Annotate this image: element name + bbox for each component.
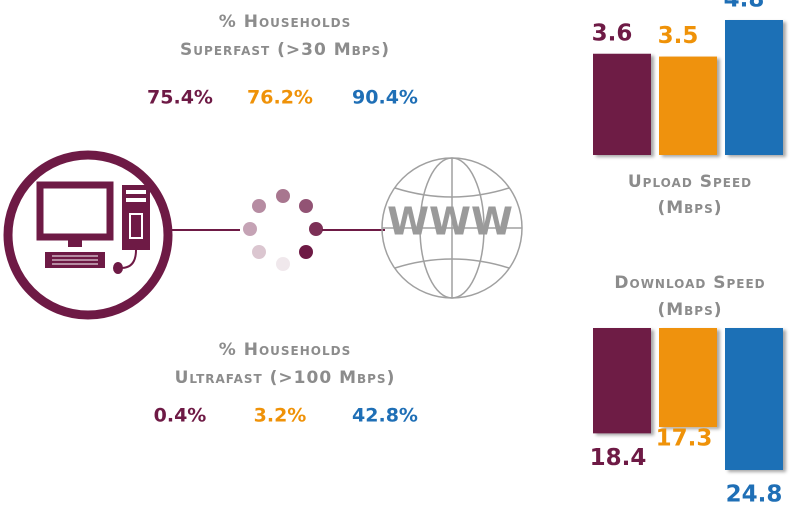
percent-value: 90.4%	[352, 87, 418, 109]
bar-label: 3.6	[592, 20, 633, 46]
bar	[725, 20, 783, 155]
bar	[659, 56, 717, 155]
spinner	[243, 189, 323, 271]
ultrafast-title: % Households	[219, 340, 351, 360]
chart-title: Download Speed	[614, 273, 765, 293]
bar	[593, 328, 651, 434]
bar	[593, 53, 651, 155]
bar-label: 18.4	[590, 445, 647, 471]
superfast-title: Superfast (>30 Mbps)	[180, 40, 390, 60]
percent-value: 76.2%	[247, 87, 313, 109]
globe-icon	[381, 157, 523, 299]
bar-label: 4.8	[724, 0, 765, 13]
superfast-title: % Households	[219, 12, 351, 32]
percent-value: 0.4%	[154, 405, 207, 427]
chart-title: (Mbps)	[657, 198, 722, 218]
ultrafast-title: Ultrafast (>100 Mbps)	[175, 368, 396, 388]
chart-title: Upload Speed	[628, 172, 752, 192]
globe-label: WWW	[387, 200, 513, 244]
bar-label: 17.3	[656, 426, 713, 452]
bar	[659, 328, 717, 428]
percent-value: 75.4%	[147, 87, 213, 109]
percent-value: 42.8%	[352, 405, 418, 427]
bar-label: 3.5	[658, 23, 699, 49]
computer-icon	[3, 150, 173, 320]
chart-title: (Mbps)	[657, 300, 722, 320]
bar-label: 24.8	[726, 482, 783, 508]
percent-value: 3.2%	[254, 405, 307, 427]
bar	[725, 328, 783, 470]
